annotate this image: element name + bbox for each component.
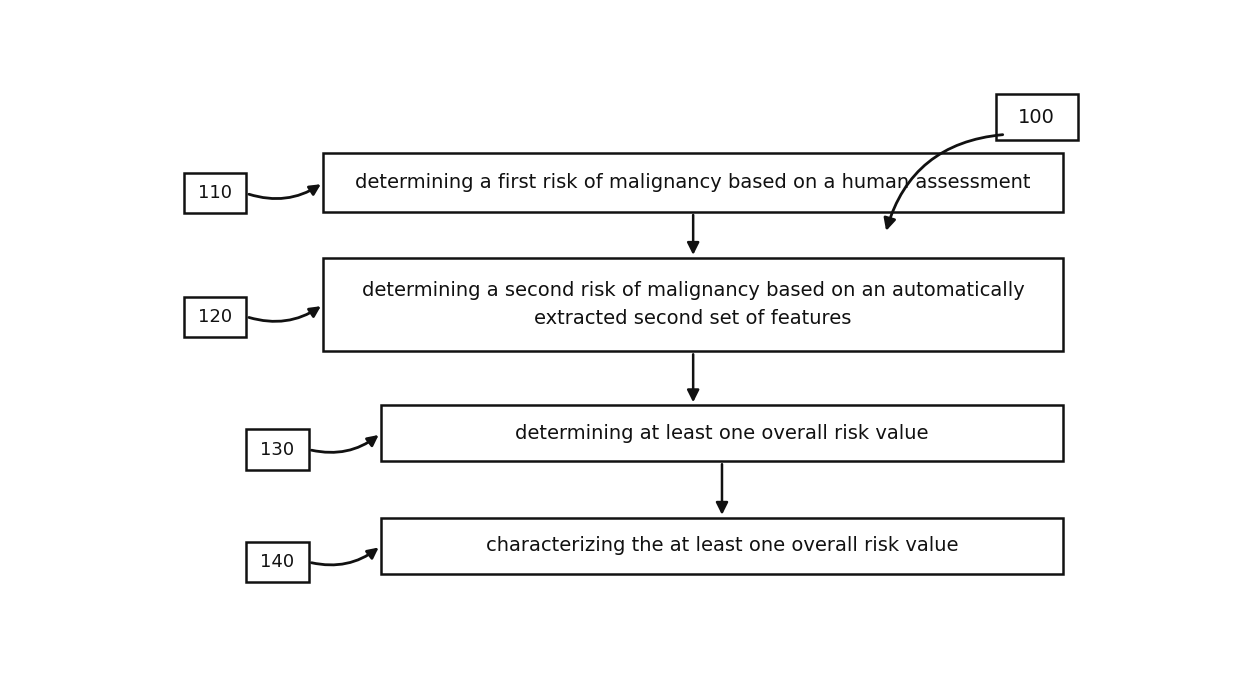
Text: 140: 140 bbox=[260, 553, 295, 571]
FancyBboxPatch shape bbox=[324, 153, 1063, 212]
Text: characterizing the at least one overall risk value: characterizing the at least one overall … bbox=[486, 536, 959, 555]
FancyBboxPatch shape bbox=[381, 518, 1063, 574]
Text: determining a second risk of malignancy based on an automatically
extracted seco: determining a second risk of malignancy … bbox=[362, 281, 1024, 328]
FancyBboxPatch shape bbox=[324, 258, 1063, 351]
FancyBboxPatch shape bbox=[247, 429, 309, 470]
Text: determining at least one overall risk value: determining at least one overall risk va… bbox=[516, 424, 929, 443]
FancyBboxPatch shape bbox=[247, 542, 309, 582]
Text: 120: 120 bbox=[198, 308, 232, 326]
Text: 110: 110 bbox=[198, 184, 232, 203]
Text: 130: 130 bbox=[260, 441, 295, 459]
FancyBboxPatch shape bbox=[996, 94, 1078, 140]
Text: 100: 100 bbox=[1018, 107, 1055, 127]
Text: determining a first risk of malignancy based on a human assessment: determining a first risk of malignancy b… bbox=[356, 173, 1030, 192]
FancyBboxPatch shape bbox=[184, 296, 247, 337]
FancyBboxPatch shape bbox=[381, 405, 1063, 461]
FancyBboxPatch shape bbox=[184, 173, 247, 214]
